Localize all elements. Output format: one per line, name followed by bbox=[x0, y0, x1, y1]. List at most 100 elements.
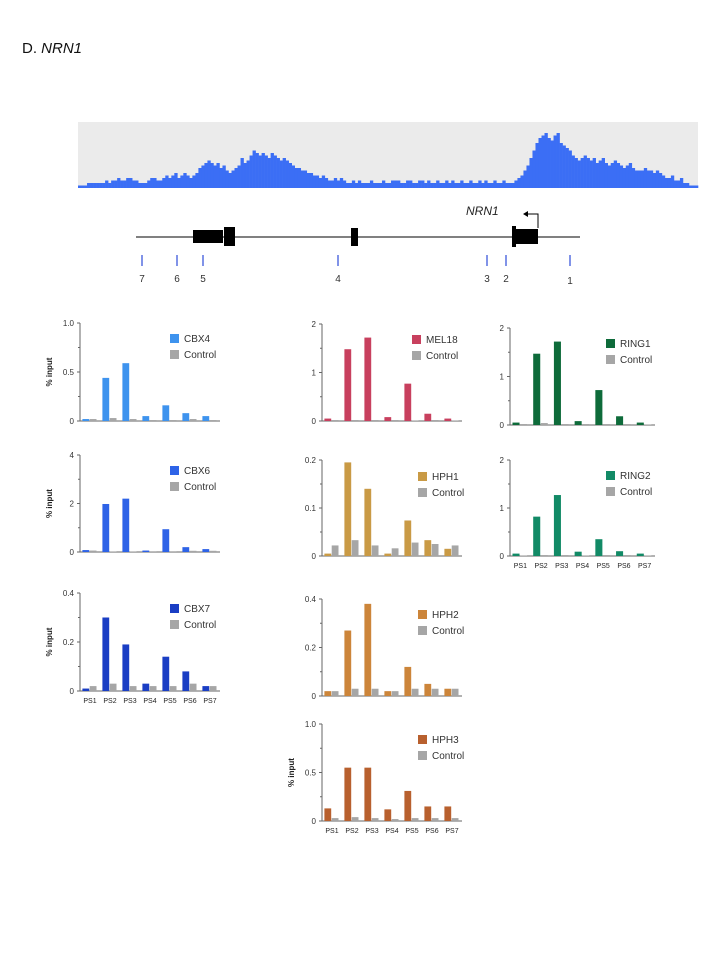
legend-swatch bbox=[170, 466, 179, 475]
coverage-bar bbox=[225, 170, 229, 188]
coverage-bar bbox=[168, 178, 172, 188]
coverage-bar bbox=[661, 175, 666, 188]
bar-control bbox=[149, 420, 157, 421]
coverage-bar bbox=[436, 180, 440, 188]
coverage-bar bbox=[472, 183, 476, 188]
coverage-bar bbox=[643, 168, 648, 188]
coverage-bar bbox=[673, 180, 678, 188]
bar-signal bbox=[344, 630, 352, 696]
legend-swatch bbox=[170, 334, 179, 343]
coverage-bar bbox=[493, 180, 497, 188]
coverage-bar bbox=[412, 183, 416, 188]
bar-signal bbox=[122, 644, 130, 691]
coverage-bar bbox=[451, 180, 455, 188]
y-tick-label: 0 bbox=[312, 817, 317, 826]
bar-signal bbox=[182, 547, 190, 552]
coverage-bar bbox=[123, 180, 127, 188]
x-tick-label: PS1 bbox=[514, 563, 527, 570]
coverage-bar bbox=[445, 180, 449, 188]
coverage-bar bbox=[240, 158, 244, 188]
legend-label: Control bbox=[620, 355, 652, 366]
bar-control bbox=[561, 424, 569, 425]
x-tick-label: PS6 bbox=[617, 563, 630, 570]
bar-signal bbox=[102, 377, 110, 421]
legend-swatch bbox=[606, 355, 615, 364]
coverage-bar bbox=[165, 175, 169, 188]
bar-control bbox=[109, 551, 117, 552]
bar-control bbox=[129, 551, 137, 552]
coverage-bar bbox=[261, 153, 265, 188]
coverage-bar bbox=[297, 168, 302, 188]
y-tick-label: 1.0 bbox=[63, 319, 75, 328]
panel-label: D. bbox=[22, 40, 37, 57]
coverage-bar bbox=[520, 175, 524, 188]
bar-control bbox=[371, 545, 379, 556]
coverage-bar bbox=[81, 185, 85, 188]
bar-control bbox=[391, 420, 399, 421]
x-tick-label: PS1 bbox=[325, 828, 338, 835]
y-tick-label: 0.4 bbox=[305, 595, 317, 604]
coverage-bar bbox=[622, 168, 627, 188]
legend-label: Control bbox=[432, 626, 464, 637]
bar-control bbox=[109, 683, 117, 691]
x-tick-label: PS6 bbox=[425, 828, 438, 835]
bar-control bbox=[644, 555, 652, 556]
y-tick-label: 0 bbox=[312, 417, 317, 426]
x-tick-label: PS5 bbox=[405, 828, 418, 835]
coverage-bar bbox=[366, 183, 371, 188]
coverage-bar bbox=[418, 180, 422, 188]
coverage-bar bbox=[342, 180, 347, 188]
coverage-bar bbox=[676, 180, 681, 188]
bar-signal bbox=[574, 421, 582, 425]
bar-control bbox=[169, 420, 177, 421]
bar-control bbox=[149, 686, 157, 691]
coverage-bar bbox=[108, 183, 112, 188]
bar-control bbox=[129, 419, 137, 421]
coverage-bar bbox=[505, 183, 509, 188]
coverage-track bbox=[78, 122, 699, 188]
coverage-bar bbox=[249, 155, 253, 188]
bar-signal bbox=[344, 462, 352, 556]
coverage-bar bbox=[195, 173, 199, 188]
exon-block bbox=[224, 227, 235, 246]
legend-swatch bbox=[418, 488, 427, 497]
coverage-bar bbox=[357, 180, 362, 188]
y-tick-label: 1 bbox=[312, 369, 317, 378]
coverage-bar bbox=[114, 180, 118, 188]
bar-control bbox=[189, 419, 197, 421]
coverage-bar bbox=[604, 163, 609, 188]
bar-signal bbox=[182, 413, 190, 421]
coverage-bar bbox=[514, 180, 518, 188]
y-tick-label: 0.2 bbox=[63, 638, 75, 647]
y-tick-label: 0.2 bbox=[305, 644, 317, 653]
coverage-bar bbox=[369, 180, 374, 188]
coverage-bar bbox=[330, 180, 335, 188]
bar-signal bbox=[102, 617, 110, 691]
coverage-bar bbox=[222, 165, 226, 188]
coverage-bar bbox=[315, 175, 320, 188]
coverage-bar bbox=[580, 158, 584, 188]
coverage-bar bbox=[601, 158, 605, 188]
bar-signal bbox=[444, 688, 452, 696]
bar-signal bbox=[324, 808, 332, 821]
bar-signal bbox=[512, 553, 520, 556]
bar-signal bbox=[142, 683, 150, 691]
legend-swatch bbox=[606, 339, 615, 348]
coverage-bar bbox=[457, 183, 461, 188]
coverage-bar bbox=[273, 155, 277, 188]
tss-arrowhead bbox=[523, 211, 528, 217]
coverage-bar bbox=[496, 183, 500, 188]
coverage-bar bbox=[403, 183, 407, 188]
bar-control bbox=[623, 555, 631, 556]
primer-label: 1 bbox=[567, 276, 573, 287]
coverage-bar bbox=[354, 183, 359, 188]
coverage-bar bbox=[565, 148, 569, 188]
chart-hph2: 0 0.2 0.4 HPH2 Control bbox=[305, 595, 464, 701]
gene-label: NRN1 bbox=[466, 204, 499, 218]
bar-signal bbox=[384, 691, 392, 696]
bar-signal bbox=[82, 688, 90, 691]
coverage-bar bbox=[345, 183, 350, 188]
coverage-bar bbox=[246, 160, 250, 188]
y-axis-label: % input bbox=[45, 357, 54, 386]
coverage-bar bbox=[586, 158, 590, 188]
